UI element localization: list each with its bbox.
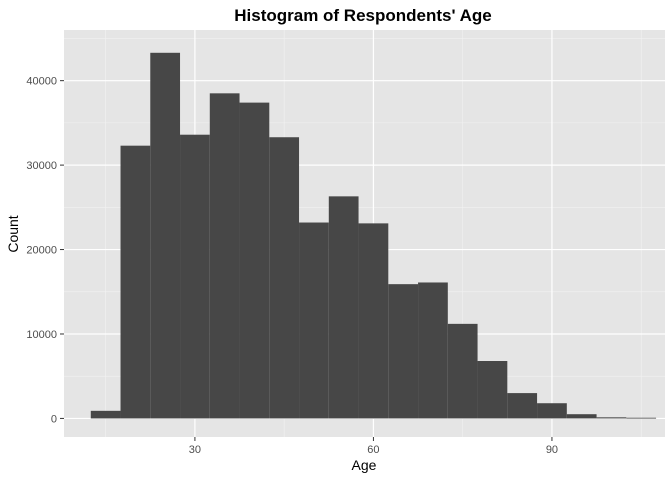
- histogram-bar: [388, 284, 419, 419]
- histogram-bar: [180, 134, 210, 419]
- histogram-bar: [269, 137, 300, 419]
- histogram-bar: [358, 223, 389, 419]
- chart-title: Histogram of Respondents' Age: [234, 6, 492, 25]
- histogram-bar: [626, 417, 657, 419]
- y-tick-label: 10000: [26, 329, 57, 341]
- histogram-bar: [328, 196, 359, 419]
- histogram-bar: [299, 222, 329, 419]
- histogram-bar: [239, 102, 270, 419]
- histogram-bar: [150, 52, 181, 419]
- histogram-bar: [507, 393, 538, 419]
- histogram-bar: [537, 403, 567, 419]
- x-tick-label: 90: [546, 444, 558, 456]
- histogram-bar: [209, 93, 240, 419]
- histogram-bar: [566, 414, 597, 419]
- y-tick-label: 40000: [26, 76, 57, 88]
- y-axis-title: Count: [5, 215, 21, 252]
- y-tick-label: 0: [51, 413, 57, 425]
- histogram-bar: [447, 323, 478, 419]
- y-axis-ticks: 0 10000 20000 30000 40000: [26, 76, 64, 425]
- histogram-bar: [477, 361, 508, 419]
- x-axis-title: Age: [352, 457, 377, 473]
- y-tick-label: 20000: [26, 245, 57, 257]
- histogram-bars: [90, 52, 657, 419]
- histogram-bar: [90, 410, 121, 419]
- x-axis-ticks: 30 60 90: [189, 437, 558, 456]
- histogram-bar: [120, 145, 151, 419]
- y-tick-label: 30000: [26, 160, 57, 172]
- x-tick-label: 60: [367, 444, 379, 456]
- histogram-bar: [418, 282, 448, 419]
- x-tick-label: 30: [189, 444, 201, 456]
- histogram-bar: [596, 417, 627, 419]
